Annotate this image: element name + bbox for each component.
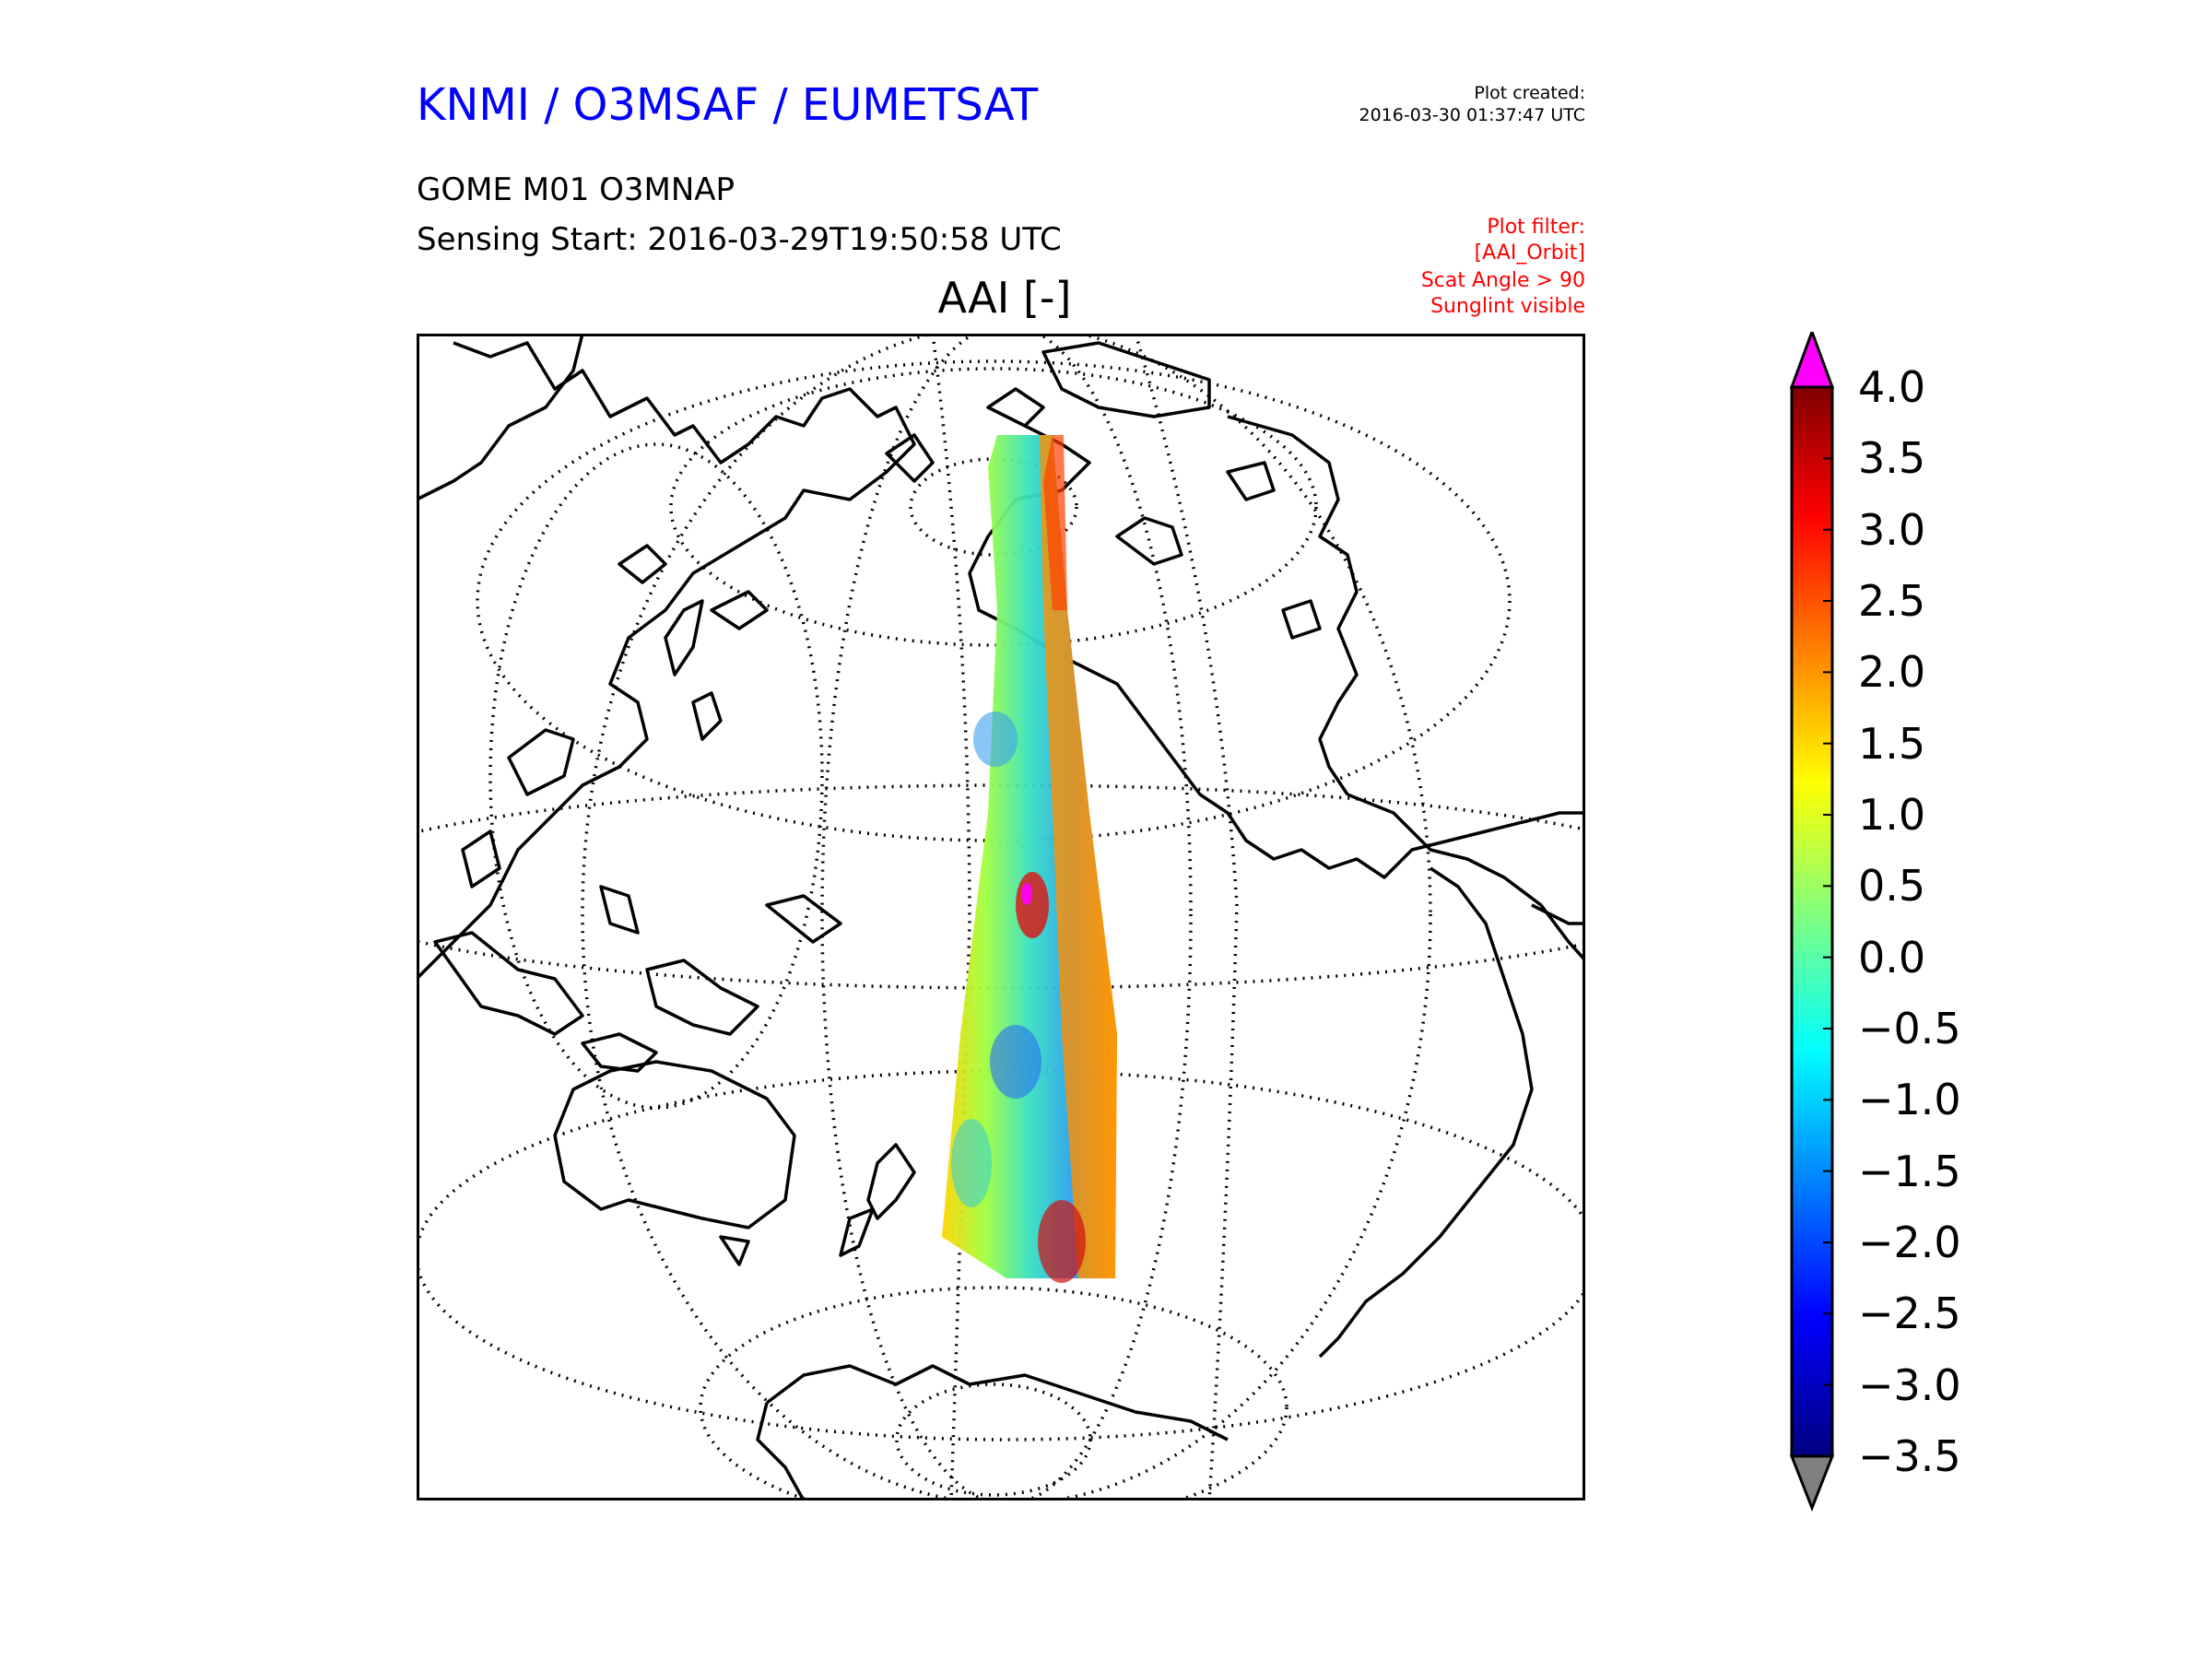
colorbar-over-arrow [1789, 332, 1835, 389]
sensing-start: Sensing Start: 2016-03-29T19:50:58 UTC [417, 221, 1062, 258]
colorbar-tick-label: 2.5 [1858, 576, 1926, 626]
colorbar-tick-label: −2.0 [1858, 1218, 1961, 1267]
plot-filter-line: Plot filter: [1487, 216, 1585, 239]
colorbar-tick-label: 2.0 [1858, 647, 1926, 698]
colorbar [1789, 332, 1835, 1512]
plot-filter-line: [AAI_Orbit] [1474, 241, 1585, 265]
globe-map [417, 334, 1585, 1500]
colorbar-tick-label: −3.5 [1858, 1431, 1961, 1481]
product-name: GOME M01 O3MNAP [417, 171, 735, 208]
colorbar-tick-label: 1.0 [1858, 790, 1926, 840]
colorbar-tick-label: −1.5 [1858, 1146, 1961, 1196]
colorbar-tick-label: −0.5 [1858, 1004, 1961, 1053]
plot-filter-line: Scat Angle > 90 [1420, 269, 1585, 292]
plot-filter-line: Sunglint visible [1430, 295, 1585, 318]
aai-swath [942, 435, 1117, 1283]
coastlines [417, 334, 1585, 1500]
colorbar-under-arrow [1789, 1454, 1835, 1512]
colorbar-tick-marks [1823, 386, 1832, 1457]
colorbar-tick-label: −2.5 [1858, 1288, 1961, 1339]
colorbar-tick-label: 3.5 [1858, 433, 1926, 484]
plot-created-label: Plot created: [1474, 83, 1585, 103]
organization-title: KNMI / O3MSAF / EUMETSAT [417, 79, 1039, 131]
colorbar-tick-label: 0.5 [1858, 861, 1926, 912]
colorbar-tick-label: −3.0 [1858, 1359, 1961, 1410]
map-title: AAI [-] [937, 273, 1072, 323]
plot-created-time: 2016-03-30 01:37:47 UTC [1359, 105, 1586, 125]
graticule [417, 334, 1585, 1500]
colorbar-tick-label: 0.0 [1858, 932, 1926, 982]
colorbar-tick-label: 3.0 [1858, 504, 1926, 555]
colorbar-ramp [1790, 385, 1834, 1458]
colorbar-tick-label: 4.0 [1858, 362, 1926, 412]
colorbar-tick-label: −1.0 [1858, 1075, 1961, 1125]
colorbar-tick-label: 1.5 [1858, 718, 1926, 769]
